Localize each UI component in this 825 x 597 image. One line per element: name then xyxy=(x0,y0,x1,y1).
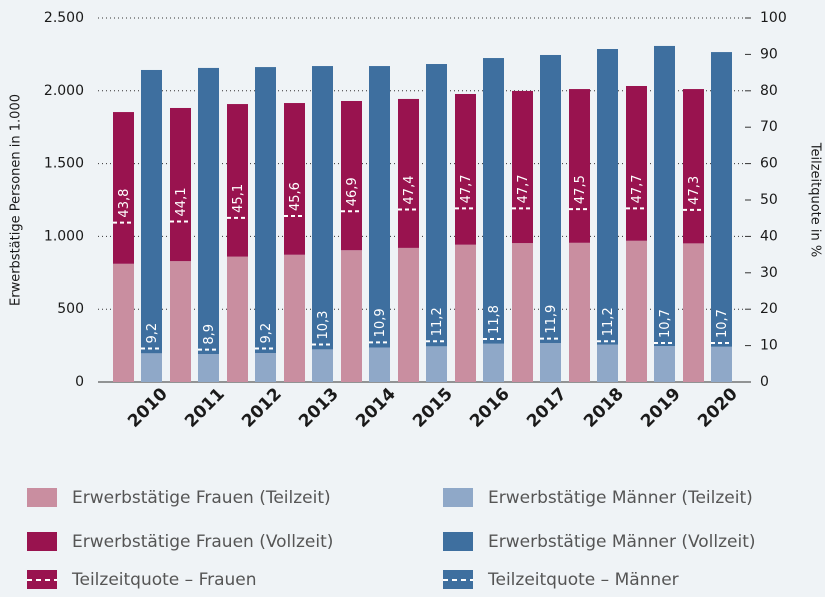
bar xyxy=(227,256,248,382)
quote-label: 10,7 xyxy=(658,309,673,338)
quote-label: 11,2 xyxy=(430,307,445,336)
bar xyxy=(683,89,704,244)
bar xyxy=(141,353,162,382)
bar xyxy=(654,346,675,382)
bar xyxy=(284,103,305,255)
quote-label: 11,8 xyxy=(487,305,502,334)
bar xyxy=(540,54,561,344)
bar xyxy=(284,254,305,382)
bar xyxy=(170,107,191,262)
bar xyxy=(255,67,276,354)
legend-label: Erwerbstätige Männer (Teilzeit) xyxy=(488,488,753,508)
y2-tick-label: 10 xyxy=(760,338,778,354)
y2-axis-label: Teilzeitquote in % xyxy=(808,142,823,258)
legend-swatch xyxy=(27,532,57,551)
bar xyxy=(597,344,618,382)
quote-label: 43,8 xyxy=(117,189,132,218)
legend-label: Erwerbstätige Frauen (Teilzeit) xyxy=(72,488,331,508)
y-tick-label: 1.500 xyxy=(44,156,84,172)
y2-tick-label: 90 xyxy=(760,46,778,62)
bar xyxy=(626,85,647,241)
y2-tick-label: 20 xyxy=(760,301,778,317)
bar xyxy=(683,243,704,382)
bar xyxy=(483,58,504,344)
bar xyxy=(341,100,362,251)
y2-tick-label: 80 xyxy=(760,83,778,99)
legend-swatch xyxy=(27,570,57,589)
bar xyxy=(198,354,219,382)
bar xyxy=(455,94,476,245)
bar xyxy=(426,64,447,347)
quote-label: 47,5 xyxy=(573,175,588,204)
bar xyxy=(312,66,333,350)
bar xyxy=(113,263,134,382)
quote-label: 45,1 xyxy=(231,184,246,213)
y2-tick-label: 100 xyxy=(760,10,787,26)
bar xyxy=(654,45,675,347)
bar xyxy=(369,66,390,348)
quote-label: 47,7 xyxy=(630,174,645,203)
y-tick-label: 500 xyxy=(57,301,84,317)
quote-label: 45,6 xyxy=(288,182,303,211)
bar xyxy=(426,346,447,382)
bar xyxy=(198,67,219,355)
y2-tick-label: 30 xyxy=(760,265,778,281)
bar xyxy=(227,104,248,257)
bar xyxy=(398,247,419,382)
bar xyxy=(626,240,647,382)
bar xyxy=(597,49,618,345)
quote-label: 11,9 xyxy=(544,305,559,334)
quote-label: 11,2 xyxy=(601,307,616,336)
bar xyxy=(141,69,162,354)
legend-swatch xyxy=(443,570,473,589)
bar xyxy=(455,244,476,382)
quote-label: 47,7 xyxy=(459,174,474,203)
quote-label: 47,4 xyxy=(402,176,417,205)
quote-label: 10,3 xyxy=(316,311,331,340)
quote-label: 47,3 xyxy=(687,176,702,205)
bar xyxy=(483,343,504,382)
bar xyxy=(113,112,134,264)
legend-swatch xyxy=(27,488,57,507)
bar xyxy=(569,89,590,243)
y-tick-label: 2.000 xyxy=(44,83,84,99)
y2-tick-label: 60 xyxy=(760,156,778,172)
bar xyxy=(312,349,333,382)
legend-swatch xyxy=(443,532,473,551)
bar xyxy=(369,347,390,382)
y-axis-label: Erwerbstätige Personen in 1.000 xyxy=(9,94,24,306)
legend-label: Erwerbstätige Männer (Vollzeit) xyxy=(488,532,756,552)
y2-tick-label: 0 xyxy=(760,374,769,390)
bar xyxy=(170,261,191,382)
legend-label: Erwerbstätige Frauen (Vollzeit) xyxy=(72,532,333,552)
y-tick-label: 0 xyxy=(75,374,84,390)
quote-label: 10,9 xyxy=(373,308,388,337)
bar xyxy=(341,250,362,382)
quote-label: 44,1 xyxy=(174,188,189,217)
quote-label: 46,9 xyxy=(345,177,360,206)
bar xyxy=(255,353,276,382)
y2-tick-label: 40 xyxy=(760,228,778,244)
y-tick-label: 1.000 xyxy=(44,228,84,244)
quote-label: 9,2 xyxy=(259,323,274,344)
quote-label: 9,2 xyxy=(145,323,160,344)
bar xyxy=(512,243,533,382)
legend-label: Teilzeitquote – Frauen xyxy=(71,570,257,590)
legend-label: Teilzeitquote – Männer xyxy=(487,570,679,590)
bar xyxy=(569,242,590,382)
y-tick-label: 2.500 xyxy=(44,10,84,26)
bar xyxy=(512,90,533,244)
quote-label: 10,7 xyxy=(715,309,730,338)
bar xyxy=(711,52,732,347)
bar xyxy=(398,98,419,248)
bar xyxy=(711,346,732,382)
quote-label: 8,9 xyxy=(202,324,217,345)
y2-tick-label: 70 xyxy=(760,119,778,135)
bar xyxy=(540,343,561,382)
legend-swatch xyxy=(443,488,473,507)
y2-tick-label: 50 xyxy=(760,192,778,208)
quote-label: 47,7 xyxy=(516,174,531,203)
